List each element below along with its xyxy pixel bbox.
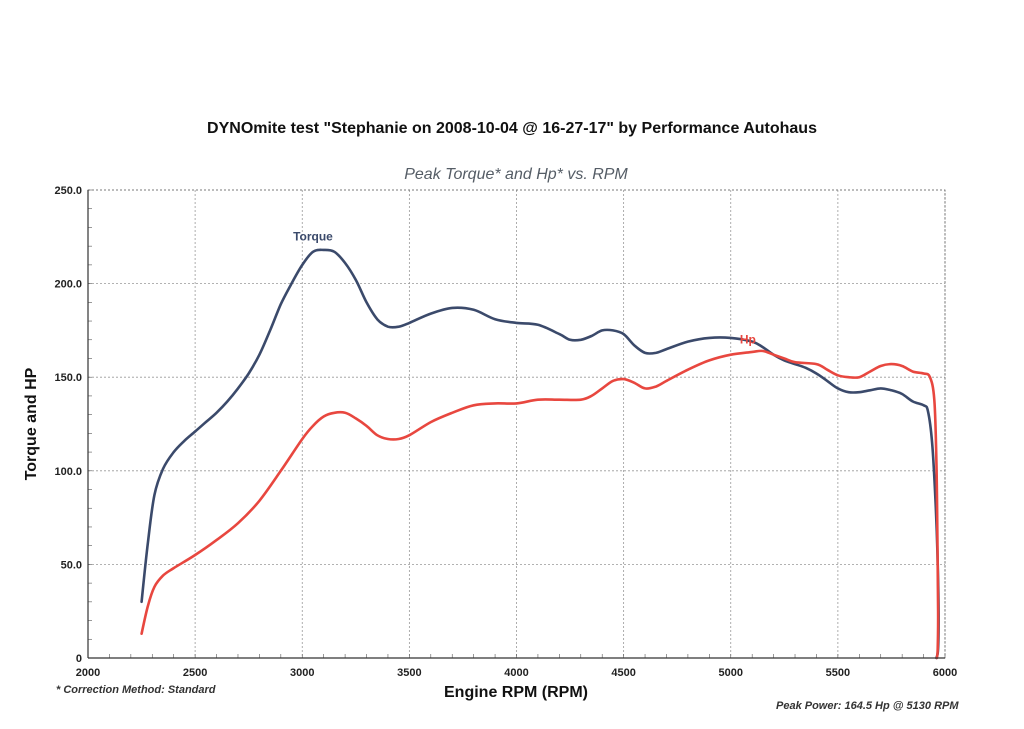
x-tick-label: 5000 — [719, 667, 743, 679]
y-tick-label: 100.0 — [54, 466, 82, 478]
torque-curve-label: Torque — [293, 230, 333, 244]
axis-layer — [87, 189, 946, 659]
chart-title: DYNOmite test "Stephanie on 2008-10-04 @… — [207, 120, 817, 137]
series-layer — [140, 248, 940, 660]
x-tick-label: 4500 — [611, 667, 635, 679]
hp-series-line — [140, 349, 940, 660]
y-tick-label: 200.0 — [54, 279, 82, 291]
y-tick-label: 150.0 — [54, 372, 82, 384]
hp-curve-label: Hp — [740, 333, 756, 347]
x-tick-label: 2000 — [76, 667, 100, 679]
tick-label-layer: 2000 2500 3000 3500 4000 4500 5000 5500 6000 0 50.… — [54, 185, 957, 679]
annotation-layer: Torque Hp — [293, 230, 756, 347]
x-tick-label: 3500 — [397, 667, 421, 679]
x-tick-label: 6000 — [933, 667, 957, 679]
chart-subtitle: Peak Torque* and Hp* vs. RPM — [404, 166, 628, 183]
x-tick-label: 2500 — [183, 667, 207, 679]
peak-power-note: Peak Power: 164.5 Hp @ 5130 RPM — [776, 700, 959, 712]
y-tick-label: 250.0 — [54, 185, 82, 197]
y-tick-label: 0 — [76, 653, 82, 665]
grid-layer — [87, 189, 946, 659]
x-tick-label: 3000 — [290, 667, 314, 679]
y-axis-label: Torque and HP — [23, 367, 40, 481]
torque-series-line — [140, 248, 940, 660]
x-axis-label: Engine RPM (RPM) — [444, 684, 588, 701]
y-tick-label: 50.0 — [61, 559, 82, 571]
correction-method-note: * Correction Method: Standard — [56, 684, 216, 696]
x-tick-label: 5500 — [826, 667, 850, 679]
x-tick-label: 4000 — [504, 667, 528, 679]
